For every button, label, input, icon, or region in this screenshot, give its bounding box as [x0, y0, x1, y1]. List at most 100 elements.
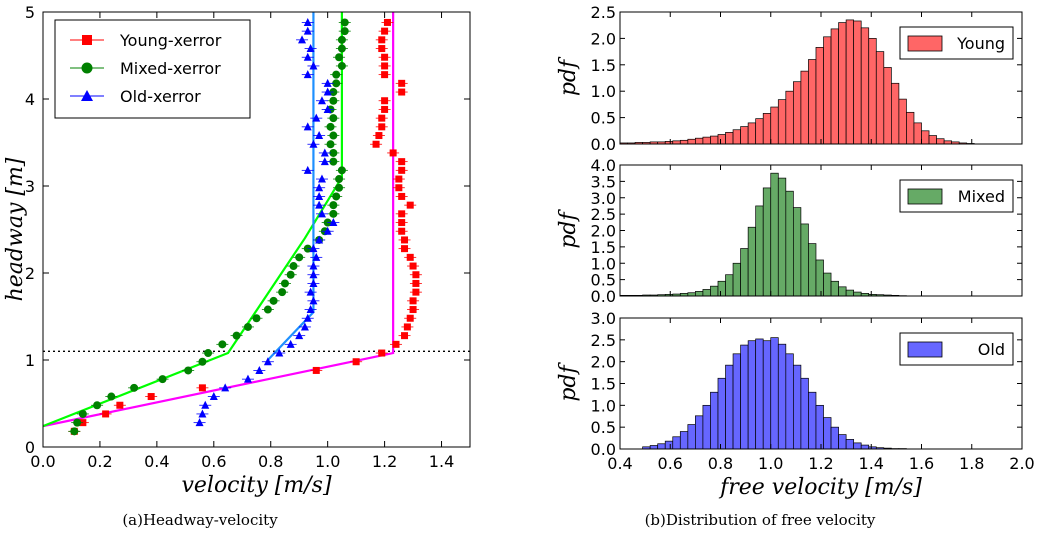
data-point — [320, 148, 329, 157]
data-point — [280, 279, 289, 288]
data-point — [306, 44, 315, 53]
y-tick-label: 4 — [25, 90, 35, 109]
histogram-bar — [755, 205, 764, 297]
data-point — [381, 27, 389, 35]
y-tick-label: 2.5 — [591, 205, 616, 224]
histogram-bar — [845, 439, 855, 450]
histogram-bar — [649, 445, 659, 450]
data-point — [340, 18, 349, 27]
data-point — [306, 287, 315, 296]
data-point — [401, 245, 409, 253]
legend-label: Mixed — [958, 187, 1005, 206]
legend-swatch — [907, 188, 943, 205]
data-point — [309, 139, 318, 148]
histogram-bar — [808, 59, 817, 145]
histogram-bar — [890, 82, 900, 145]
histogram-bar — [679, 139, 689, 145]
histogram-bar — [762, 340, 772, 450]
data-point — [412, 288, 420, 296]
histogram-bar — [838, 22, 847, 145]
data-point — [269, 296, 278, 305]
histogram-bar — [777, 343, 787, 450]
data-point — [315, 131, 324, 140]
data-point — [329, 201, 338, 210]
x-axis-label: free velocity [m/s] — [718, 475, 922, 500]
x-tick-label: 1.0 — [758, 454, 783, 473]
y-tick-label: 0.0 — [591, 440, 616, 459]
data-point — [70, 427, 79, 436]
data-point — [298, 35, 307, 44]
histogram-bar — [725, 364, 734, 450]
histogram-bar — [740, 126, 749, 145]
data-point — [381, 62, 389, 70]
x-tick-label: 1.4 — [859, 454, 884, 473]
histogram-bar — [732, 262, 741, 297]
data-point — [315, 235, 324, 244]
x-tick-label: 0.6 — [658, 454, 683, 473]
data-point — [184, 366, 193, 375]
y-tick-label: 3.0 — [591, 189, 616, 208]
histogram-bar — [695, 415, 704, 450]
data-point — [78, 409, 87, 418]
data-point — [335, 175, 344, 184]
histogram-bar — [695, 137, 704, 145]
histogram-bar — [830, 280, 839, 297]
histogram-bar — [808, 391, 817, 450]
data-point — [352, 358, 360, 366]
data-point — [303, 26, 312, 35]
histogram-bar — [717, 280, 726, 297]
data-point — [329, 157, 338, 166]
data-point — [381, 105, 389, 113]
histogram-bar — [702, 404, 711, 450]
data-point — [326, 122, 335, 131]
histogram-bar — [860, 444, 870, 450]
y-tick-label: 1.5 — [591, 375, 616, 394]
histogram-bar — [853, 291, 862, 297]
data-point — [332, 79, 341, 88]
data-point — [312, 113, 321, 122]
data-point — [317, 209, 326, 218]
data-point — [73, 418, 82, 427]
histogram-bar — [808, 243, 817, 297]
data-point — [286, 270, 295, 279]
y-tick-label: 1.0 — [591, 82, 616, 101]
data-point — [398, 158, 406, 166]
data-point — [337, 166, 346, 175]
y-tick-label: 0.5 — [591, 109, 616, 128]
y-tick-label: 2.0 — [591, 222, 616, 241]
legend-label: Young-xerror — [119, 31, 222, 50]
data-point — [158, 375, 167, 384]
histogram-bar — [664, 440, 674, 450]
y-tick-label: 1.0 — [591, 254, 616, 273]
data-point — [221, 383, 230, 392]
data-point — [381, 71, 389, 79]
legend-label: Young — [956, 34, 1005, 53]
legend-marker — [81, 62, 93, 74]
histogram-bar — [928, 135, 937, 145]
histogram-bar — [793, 81, 802, 145]
histogram-bar — [732, 353, 741, 450]
y-tick-label: 4.0 — [591, 156, 616, 175]
histogram-bar — [747, 226, 757, 297]
data-point — [337, 61, 346, 70]
data-point — [243, 374, 252, 383]
x-tick-label: 0.0 — [30, 452, 55, 471]
x-tick-label: 1.2 — [372, 452, 397, 471]
caption-b: (b)Distribution of free velocity — [645, 511, 876, 529]
histogram-bar — [823, 36, 832, 145]
histogram-bar — [830, 426, 839, 450]
data-point — [412, 271, 420, 279]
data-point — [317, 96, 326, 105]
y-tick-label: 0.0 — [591, 135, 616, 154]
data-point — [323, 87, 332, 96]
caption-a: (a)Headway-velocity — [122, 511, 278, 529]
data-point — [378, 349, 386, 357]
legend-marker — [82, 35, 92, 45]
data-point — [378, 36, 386, 44]
data-point — [329, 218, 338, 227]
histogram-young: 0.0 0.5 1.0 1.5 2.0 2.5 pdf Young — [556, 3, 1023, 154]
histogram-bar — [770, 337, 779, 450]
data-point — [378, 45, 386, 53]
data-point — [309, 270, 318, 279]
y-tick-label: 0.5 — [591, 271, 616, 290]
